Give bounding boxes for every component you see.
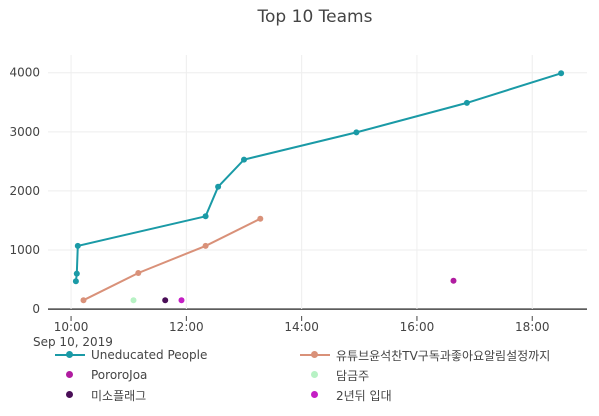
legend-swatch: [55, 388, 85, 402]
legend-item[interactable]: 담금주: [300, 365, 369, 385]
data-point: [162, 297, 169, 304]
data-point: [72, 278, 79, 285]
series-line: [83, 217, 261, 302]
legend-swatch: [300, 348, 330, 362]
y-tick-label: 0: [32, 302, 40, 316]
series-6: [178, 297, 185, 304]
series-3: [450, 277, 457, 284]
series-4: [130, 297, 137, 304]
y-tick-label: 1000: [9, 243, 40, 257]
legend-label: 유튜브윤석찬TV구독과좋아요알림설정까지: [336, 348, 551, 363]
x-tick-label: 14:00: [284, 320, 319, 334]
y-axis: 0 1000 2000 3000 4000: [9, 66, 40, 316]
legend-swatch: [300, 388, 330, 402]
data-point: [202, 242, 209, 249]
chart-title: Top 10 Teams: [257, 7, 373, 27]
y-tick-label: 2000: [9, 184, 40, 198]
series-layer: [72, 70, 565, 304]
legend-label: 담금주: [336, 368, 370, 383]
data-point: [73, 270, 80, 277]
legend-marker: [66, 351, 73, 358]
x-tick-label: 10:00: [54, 320, 89, 334]
legend-label: PororoJoa: [91, 368, 148, 382]
data-point: [135, 270, 142, 276]
series-1: [72, 70, 565, 285]
data-point: [257, 215, 264, 222]
y-tick-label: 3000: [9, 125, 40, 139]
data-point: [215, 183, 222, 190]
data-point: [353, 129, 360, 136]
series-5: [162, 297, 169, 304]
legend-item[interactable]: 미소플래그: [55, 385, 146, 405]
x-tick-label: 18:00: [515, 320, 550, 334]
legend-swatch: [55, 368, 85, 382]
legend-label: 2년뒤 입대: [336, 388, 392, 403]
data-point: [74, 242, 81, 249]
x-tick-label: 16:00: [400, 320, 435, 334]
x-axis: 10:00 12:00 14:00 16:00 18:00: [54, 316, 550, 334]
gridlines: [48, 55, 587, 310]
x-tick-label: 12:00: [169, 320, 204, 334]
y-tick-label: 4000: [9, 66, 40, 80]
legend-swatch: [300, 368, 330, 382]
series-2: [80, 215, 264, 304]
legend-item[interactable]: PororoJoa: [55, 365, 147, 385]
data-point: [178, 297, 185, 304]
legend-item[interactable]: 유튜브윤석찬TV구독과좋아요알림설정까지: [300, 345, 550, 365]
data-point: [558, 70, 565, 77]
legend-item[interactable]: Uneducated People: [55, 345, 207, 365]
legend-swatch: [55, 348, 85, 362]
data-point: [241, 156, 247, 163]
legend-marker: [66, 371, 73, 378]
legend-label: 미소플래그: [91, 388, 147, 403]
data-point: [130, 297, 137, 304]
data-point: [450, 277, 457, 284]
data-point: [80, 297, 87, 304]
x-date-label: Sep 10, 2019: [33, 335, 113, 349]
legend-marker: [311, 371, 318, 378]
legend-item[interactable]: 2년뒤 입대: [300, 385, 392, 405]
data-point: [202, 213, 209, 220]
legend-label: Uneducated People: [91, 348, 208, 362]
legend-marker: [66, 391, 73, 398]
data-point: [463, 99, 470, 106]
legend-marker: [311, 391, 318, 398]
legend-marker: [311, 351, 318, 358]
